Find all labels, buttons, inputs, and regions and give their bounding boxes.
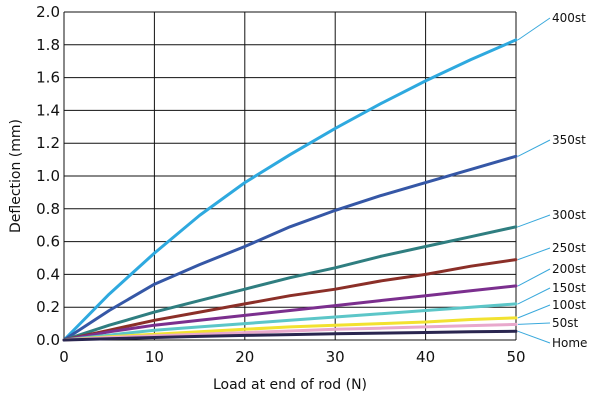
leader-line-250st (517, 247, 551, 261)
legend-label-150st: 150st (552, 281, 586, 295)
series-line-200st (62, 284, 518, 342)
legend-label-350st: 350st (552, 133, 586, 147)
leader-line-350st (517, 139, 551, 157)
x-tick-label: 0 (59, 348, 69, 366)
series-line-250st (62, 258, 518, 342)
series-line-300st (62, 225, 518, 342)
leader-line-150st (517, 287, 551, 305)
x-tick-label: 20 (235, 348, 254, 366)
series-line-home (62, 329, 518, 342)
leader-line-300st (517, 214, 551, 228)
x-tick-label: 40 (416, 348, 435, 366)
leader-line-50st (517, 322, 551, 325)
y-tick-label: 2.0 (36, 3, 60, 21)
legend-label-200st: 200st (552, 262, 586, 276)
y-tick-label: 1.8 (36, 36, 60, 54)
series-line-350st (62, 154, 518, 342)
series-lines (62, 38, 518, 342)
y-tick-label: 0.0 (36, 331, 60, 349)
legend-label-300st: 300st (552, 208, 586, 222)
leader-line-home (517, 330, 551, 344)
series-line-150st (62, 302, 518, 342)
x-tick-label: 30 (326, 348, 345, 366)
x-tick-label: 50 (506, 348, 525, 366)
series-line-400st (62, 38, 518, 342)
legend-label-250st: 250st (552, 241, 586, 255)
legend-label-100st: 100st (552, 298, 586, 312)
y-tick-label: 1.6 (36, 69, 60, 87)
leader-line-100st (517, 304, 551, 319)
x-axis-label: Load at end of rod (N) (213, 377, 367, 393)
x-tick-labels: 0 10 20 30 40 50 (59, 348, 525, 366)
y-tick-label: 0.4 (36, 265, 60, 283)
y-axis-label: Deflection (mm) (8, 119, 24, 233)
legend-label-home: Home (552, 336, 587, 350)
y-tick-label: 0.8 (36, 200, 60, 218)
grid (63, 11, 517, 341)
legend-label-400st: 400st (552, 11, 586, 25)
x-tick-label: 10 (145, 348, 164, 366)
y-tick-label: 1.4 (36, 101, 60, 119)
y-tick-label: 1.0 (36, 167, 60, 185)
leader-line-400st (517, 17, 551, 41)
legend: 400st 350st 300st 250st 200st 150st 100st 50st H… (517, 11, 587, 350)
leader-line-200st (517, 268, 551, 287)
y-tick-labels: 0.0 0.2 0.4 0.6 0.8 1.0 1.2 1.4 1.6 1.8 2.0 (36, 3, 60, 349)
y-tick-label: 0.2 (36, 298, 60, 316)
legend-label-50st: 50st (552, 316, 579, 330)
y-tick-label: 0.6 (36, 233, 60, 251)
y-tick-label: 1.2 (36, 134, 60, 152)
